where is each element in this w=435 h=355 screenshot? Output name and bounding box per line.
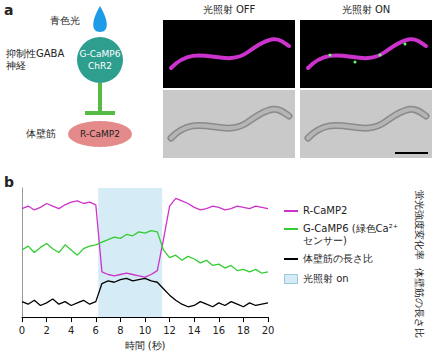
html-text:R-CaMP2: R-CaMP2 <box>303 205 348 216</box>
svg-text:6: 6 <box>93 325 99 336</box>
html-text:体壁筋: 体壁筋 <box>26 128 56 139</box>
svg-text:ChR2: ChR2 <box>88 61 112 71</box>
svg-text:R-CaMP2: R-CaMP2 <box>80 129 120 139</box>
svg-text:G-CaMP6: G-CaMP6 <box>80 49 121 59</box>
svg-text:14: 14 <box>188 325 201 336</box>
svg-text:0: 0 <box>19 325 25 336</box>
html-text:体壁筋の長さ比: 体壁筋の長さ比 <box>303 253 373 264</box>
svg-text:4: 4 <box>68 325 74 336</box>
svg-text:10: 10 <box>139 325 152 336</box>
svg-text:18: 18 <box>237 325 250 336</box>
html-text:光照射 on: 光照射 on <box>303 273 349 284</box>
html-text:G-CaMP6 (緑色Ca²⁺センサー): G-CaMP6 (緑色Ca²⁺センサー) <box>303 223 398 246</box>
svg-text:12: 12 <box>163 325 176 336</box>
svg-text:16: 16 <box>212 325 225 336</box>
html-text:青色光: 青色光 <box>50 15 80 26</box>
html-text:体壁筋の長さ比: 体壁筋の長さ比 <box>414 268 425 338</box>
svg-text:2: 2 <box>43 325 49 336</box>
html-text:a: a <box>4 2 14 18</box>
html-text:抑制性GABA神経: 抑制性GABA神経 <box>6 48 65 71</box>
html-text:光照射 OFF: 光照射 OFF <box>202 4 256 15</box>
svg-text:時間 (秒): 時間 (秒) <box>125 340 166 351</box>
svg-text:20: 20 <box>262 325 275 336</box>
html-text:光照射 ON: 光照射 ON <box>341 4 391 15</box>
html-text:b: b <box>4 174 14 190</box>
html-text:蛍光強度変化率: 蛍光強度変化率 <box>414 190 425 260</box>
svg-text:8: 8 <box>117 325 123 336</box>
